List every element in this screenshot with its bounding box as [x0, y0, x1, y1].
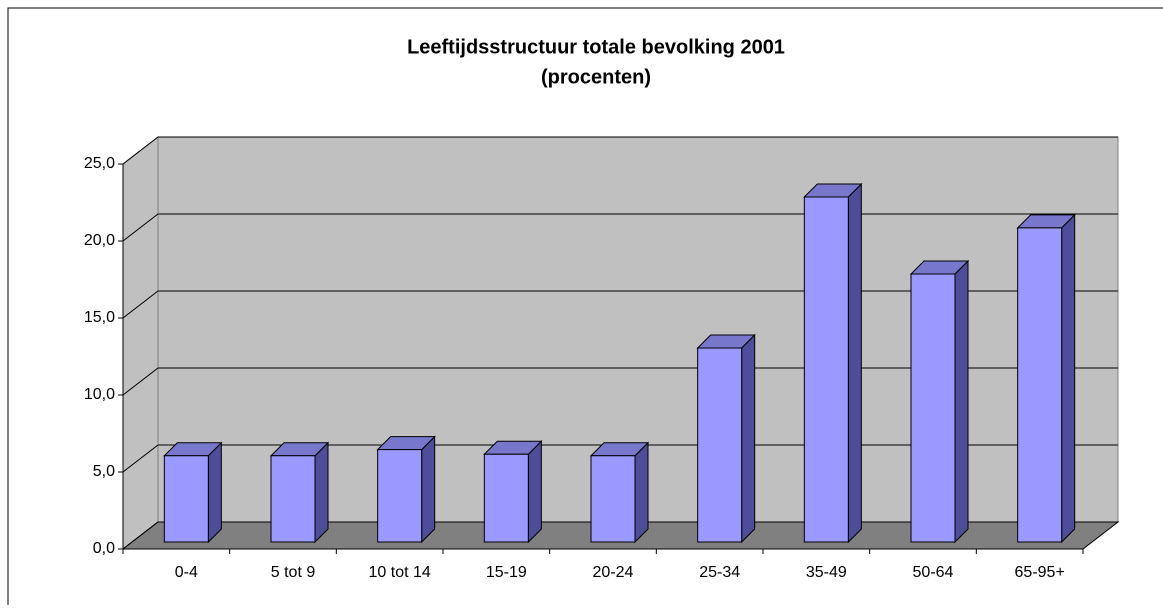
x-tick-label: 25-34: [699, 564, 740, 581]
x-tick-label: 65-95+: [1015, 564, 1065, 581]
x-tick-label: 20-24: [593, 564, 634, 581]
x-tick-label: 10 tot 14: [369, 564, 431, 581]
bar: [696, 333, 756, 544]
bar: [1016, 213, 1076, 544]
bar-face: [527, 440, 542, 544]
y-tick-label: 0,0: [93, 540, 115, 557]
x-tick-label: 5 tot 9: [271, 564, 316, 581]
bar-face: [590, 455, 636, 543]
bar-face: [697, 347, 743, 543]
bar-face: [377, 449, 423, 543]
bar-face: [270, 455, 316, 543]
bar-face: [847, 182, 862, 544]
bar-face: [163, 455, 209, 543]
bar: [376, 435, 436, 544]
bar-face: [1061, 213, 1076, 544]
y-tick-label: 10,0: [84, 386, 115, 403]
y-tick-label: 25,0: [84, 155, 115, 172]
bar-face: [483, 453, 529, 543]
grid-line: [122, 136, 1118, 165]
x-tick-label: 0-4: [175, 564, 198, 581]
bar-face: [803, 196, 849, 543]
bar-face: [207, 441, 222, 544]
chart-subtitle: (procenten): [541, 66, 651, 88]
grid-line: [122, 213, 1118, 242]
bar-face: [634, 441, 649, 544]
grid-line: [122, 521, 1118, 550]
x-tick-label: 15-19: [486, 564, 527, 581]
grid-line: [122, 290, 1118, 319]
bar-face: [1017, 227, 1063, 543]
bar: [269, 441, 330, 544]
bar: [909, 259, 970, 544]
bar-face: [421, 435, 436, 544]
bar-face: [314, 441, 329, 544]
grid-line: [122, 367, 1118, 396]
bar: [803, 182, 863, 544]
bar-face: [910, 273, 956, 543]
grid-line: [122, 444, 1118, 473]
bar: [163, 441, 223, 544]
bar: [483, 440, 543, 544]
x-tick-label: 50-64: [913, 564, 954, 581]
bar-face: [741, 333, 756, 544]
bar-face: [954, 259, 969, 544]
y-tick-label: 20,0: [84, 232, 115, 249]
y-tick-label: 5,0: [93, 463, 115, 480]
y-tick-label: 15,0: [84, 309, 115, 326]
side-wall: [122, 135, 159, 551]
x-tick-label: 35-49: [806, 564, 847, 581]
chart-title: Leeftijdsstructuur totale bevolking 2001: [407, 36, 785, 58]
bar: [589, 441, 650, 544]
